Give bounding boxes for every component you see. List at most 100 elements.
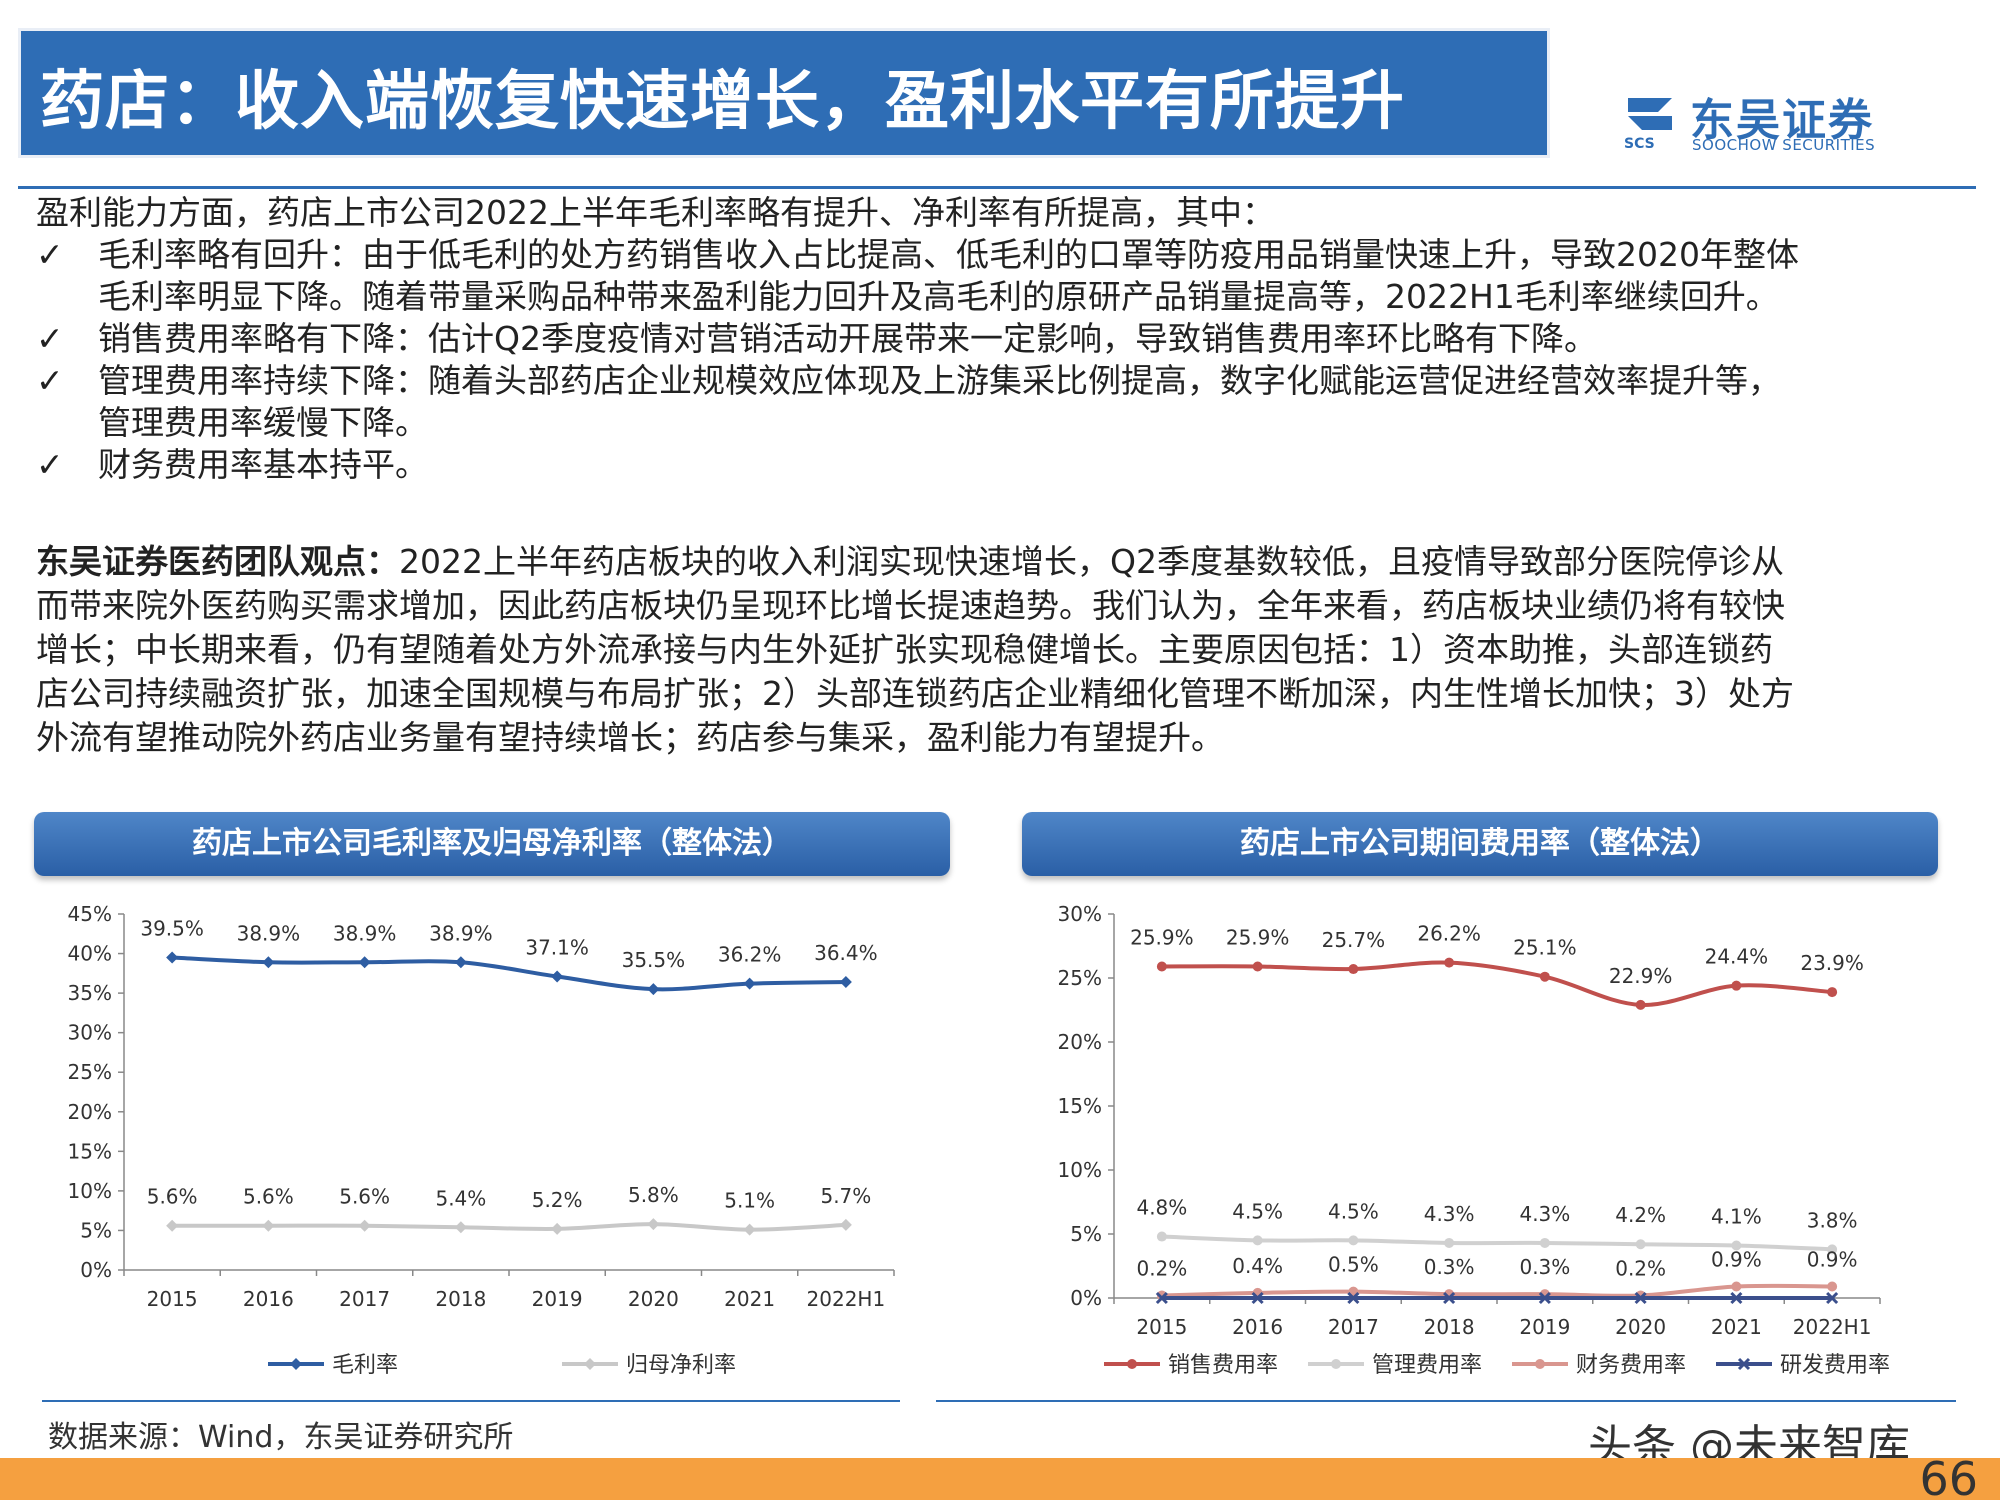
data-point (262, 1219, 275, 1232)
y-tick-label: 10% (1058, 1158, 1102, 1182)
data-label: 25.9% (1226, 925, 1290, 949)
data-label: 4.5% (1328, 1199, 1379, 1223)
data-label: 5.7% (820, 1184, 871, 1208)
bullet-selling-expense: ✓ 销售费用率略有下降：估计Q2季度疫情对营销活动开展带来一定影响，导致销售费用率… (36, 318, 1966, 360)
bullet-continuation: 毛利率明显下降。随着带量采购品种带来盈利能力回升及高毛利的原研产品销量提高等，2… (98, 277, 1779, 316)
data-label: 0.4% (1232, 1254, 1283, 1278)
x-tick-label: 2018 (435, 1287, 486, 1311)
expense-line-chart: 0% 5% 10% 15% 20% 25% 30% 2015 2016 2017 2018 2019 2… (1058, 902, 1890, 1378)
data-label: 0.2% (1615, 1256, 1666, 1280)
data-source: 数据来源：Wind，东吴证券研究所 (48, 1420, 514, 1455)
data-point (1539, 971, 1550, 982)
legend-label: 财务费用率 (1576, 1353, 1686, 1378)
y-tick-label: 30% (68, 1021, 112, 1045)
data-point (1731, 1281, 1742, 1292)
data-point (743, 1223, 756, 1236)
bullet-text: 销售费用率略有下降：估计Q2季度疫情对营销活动开展带来一定影响，导致销售费用率环… (98, 319, 1597, 358)
data-label: 5.6% (339, 1185, 390, 1209)
team-view-section: 东吴证券医药团队观点：2022上半年药店板块的收入利润实现快速增长，Q2季度基数… (36, 540, 1966, 760)
data-point (1347, 1291, 1360, 1305)
x-tick-label: 2016 (243, 1287, 294, 1311)
data-label: 25.9% (1130, 925, 1194, 949)
bullet-finance-expense: ✓ 财务费用率基本持平。 (36, 444, 1966, 486)
data-point (1156, 961, 1167, 972)
data-point (1539, 1237, 1550, 1248)
y-tick-label: 20% (68, 1100, 112, 1124)
data-point (1156, 1231, 1167, 1242)
data-point (743, 977, 756, 990)
x-tick-label: 2017 (1328, 1315, 1379, 1339)
data-point (1827, 987, 1838, 998)
summary-section: 盈利能力方面，药店上市公司2022上半年毛利率略有提升、净利率有所提高，其中： … (36, 192, 1966, 486)
y-tick-label: 40% (68, 942, 112, 966)
data-label: 38.9% (333, 921, 397, 945)
check-icon: ✓ (36, 319, 64, 358)
legend-label: 毛利率 (332, 1353, 398, 1378)
data-label: 4.8% (1136, 1196, 1187, 1220)
y-tick-label: 0% (1070, 1286, 1102, 1310)
x-tick-label: 2016 (1232, 1315, 1283, 1339)
data-point (262, 956, 275, 969)
data-point (1444, 1237, 1455, 1248)
data-point (647, 983, 660, 996)
summary-intro: 盈利能力方面，药店上市公司2022上半年毛利率略有提升、净利率有所提高，其中： (36, 193, 1275, 232)
data-label: 36.2% (718, 943, 782, 967)
data-label: 4.3% (1424, 1202, 1475, 1226)
data-point (454, 1221, 467, 1234)
legend-marker (584, 1358, 596, 1370)
logo-icon (1628, 98, 1672, 130)
team-view-text: 2022上半年药店板块的收入利润实现快速增长，Q2季度基数较低，且疫情导致部分医… (399, 542, 1784, 581)
data-point (1827, 1244, 1838, 1255)
data-label: 25.1% (1513, 936, 1577, 960)
data-point (1731, 980, 1742, 991)
data-label: 0.9% (1807, 1247, 1858, 1271)
y-tick-label: 5% (1070, 1222, 1102, 1246)
margin-line-chart: 0% 5% 10% 15% 20% 25% 30% 35% 40% 45% 2015 2016 2017… (68, 902, 895, 1378)
title-bar: 药店：收入端恢复快速增长，盈利水平有所提升 (18, 28, 1550, 158)
data-label: 0.2% (1136, 1256, 1187, 1280)
check-icon: ✓ (36, 445, 64, 484)
data-point (647, 1218, 660, 1231)
series-line (1161, 1234, 1833, 1252)
data-point (1826, 1291, 1839, 1305)
team-view-line: 东吴证券医药团队观点：2022上半年药店板块的收入利润实现快速增长，Q2季度基数… (36, 540, 1966, 584)
x-tick-label: 2020 (1615, 1315, 1666, 1339)
data-label: 4.3% (1519, 1202, 1570, 1226)
data-point (166, 951, 179, 964)
data-point (1538, 1291, 1551, 1305)
data-point (839, 976, 852, 989)
legend-marker (1737, 1357, 1751, 1371)
data-point (1348, 964, 1359, 975)
data-point (839, 1218, 852, 1231)
legend-label: 归母净利率 (626, 1353, 736, 1378)
data-point (454, 956, 467, 969)
data-label: 26.2% (1417, 922, 1481, 946)
data-label: 0.3% (1519, 1255, 1570, 1279)
bullet-text: 毛利率略有回升：由于低毛利的处方药销售收入占比提高、低毛利的口罩等防疫用品销量快… (98, 235, 1799, 274)
footer-rule-left (42, 1400, 900, 1402)
data-point (1730, 1291, 1743, 1305)
data-point (1251, 1291, 1264, 1305)
data-point (1635, 999, 1646, 1010)
legend-marker (1535, 1359, 1545, 1369)
y-tick-label: 15% (1058, 1094, 1102, 1118)
data-label: 0.5% (1328, 1253, 1379, 1277)
data-label: 5.1% (724, 1189, 775, 1213)
team-view-line: 外流有望推动院外药店业务量有望持续增长；药店参与集采，盈利能力有望提升。 (36, 718, 1224, 757)
data-label: 4.1% (1711, 1205, 1762, 1229)
logo-chinese-name: 东吴证券 (1690, 95, 1874, 146)
data-point (1731, 1240, 1742, 1251)
series-line (1161, 1283, 1833, 1298)
series-line (172, 1222, 846, 1232)
data-label: 38.9% (429, 921, 493, 945)
bullet-gross-margin: ✓ 毛利率略有回升：由于低毛利的处方药销售收入占比提高、低毛利的口罩等防疫用品销量… (36, 234, 1966, 276)
data-label: 39.5% (140, 917, 204, 941)
data-point (1155, 1291, 1168, 1305)
bullet-admin-expense: ✓ 管理费用率持续下降：随着头部药店企业规模效应体现及上游集采比例提高，数字化赋能… (36, 360, 1966, 402)
y-tick-label: 5% (80, 1218, 112, 1242)
y-tick-label: 20% (1058, 1030, 1102, 1054)
x-tick-label: 2021 (724, 1287, 775, 1311)
bottom-bar (0, 1458, 2000, 1500)
header-divider (18, 186, 1976, 189)
data-point (358, 956, 371, 969)
